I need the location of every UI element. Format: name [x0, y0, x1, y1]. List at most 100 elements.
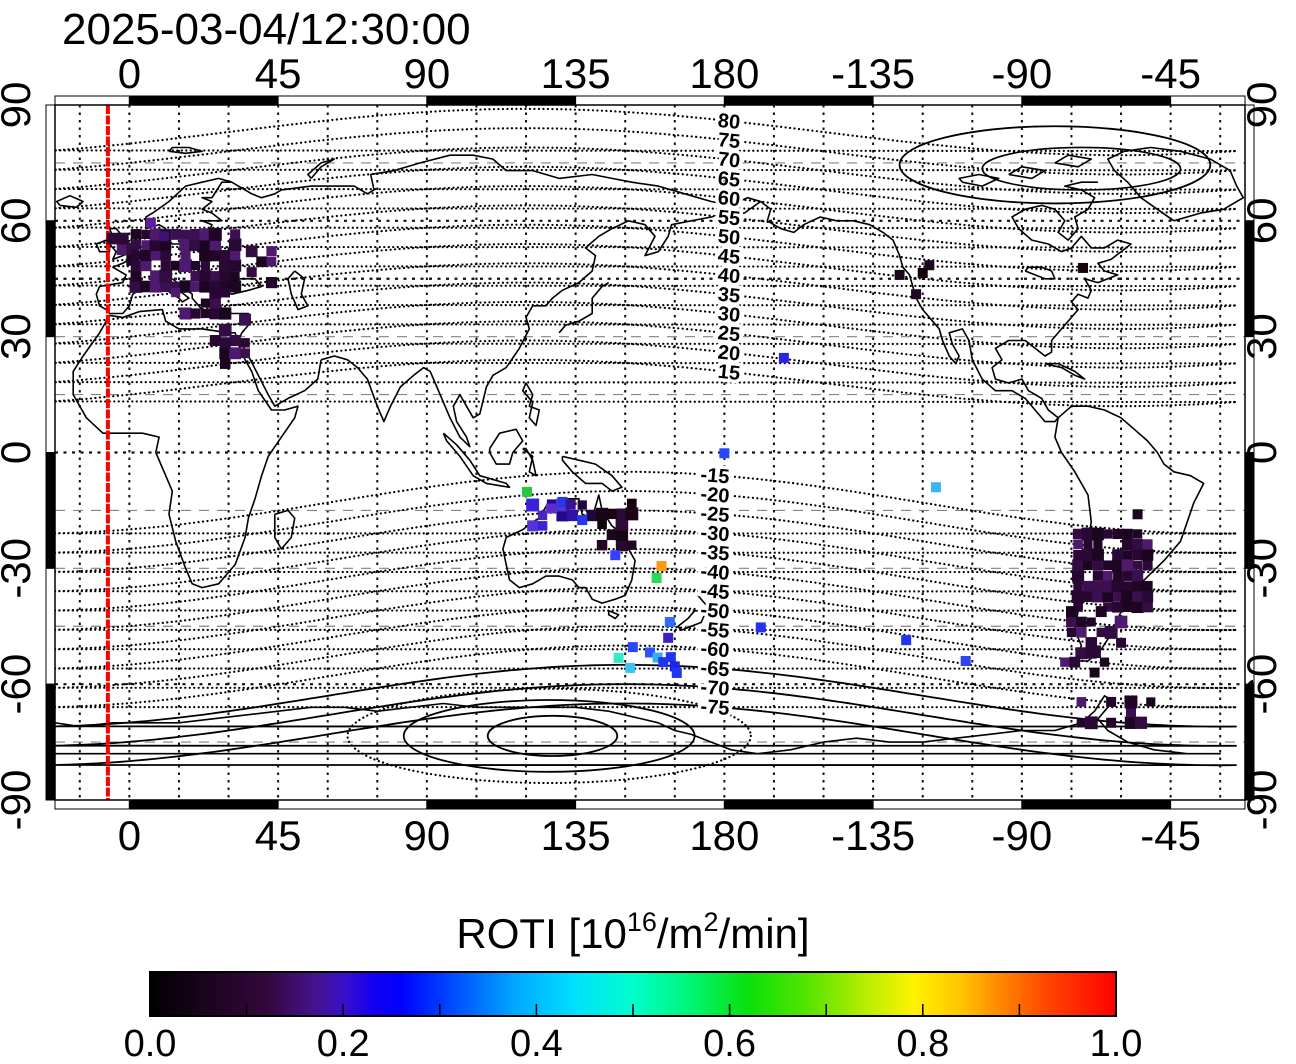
- roti-cell: [209, 249, 222, 262]
- roti-cell: [180, 250, 191, 261]
- lon-tick-label: 45: [255, 812, 302, 859]
- roti-cell: [179, 238, 192, 252]
- frame-segment: [54, 95, 130, 106]
- colorbar-title: ROTI [1016/m2/min]: [456, 907, 809, 957]
- roti-cell: [190, 308, 201, 319]
- roti-cell: [265, 277, 278, 289]
- roti-cell: [179, 259, 192, 273]
- roti-cell: [1083, 560, 1093, 571]
- roti-cell: [107, 232, 119, 245]
- coastline: [274, 509, 296, 550]
- frame-segment: [128, 95, 279, 106]
- roti-cell: [663, 632, 674, 643]
- roti-cell: [1132, 538, 1144, 550]
- roti-cell: [627, 540, 637, 550]
- roti-cell: [1088, 645, 1101, 659]
- roti-cell: [170, 228, 182, 240]
- roti-cell: [1073, 602, 1083, 612]
- roti-cell: [219, 358, 231, 369]
- roti-cell: [1142, 560, 1153, 571]
- lon-tick-label: 135: [541, 812, 611, 859]
- roti-cell: [209, 335, 221, 347]
- roti-cell: [615, 539, 628, 552]
- roti-cell: [209, 239, 222, 251]
- frame-segment: [1170, 95, 1246, 106]
- roti-cell: [149, 238, 163, 252]
- roti-cell: [160, 280, 172, 293]
- roti-cell: [1106, 717, 1117, 728]
- roti-cell: [140, 249, 152, 262]
- roti-cell: [1066, 616, 1077, 628]
- roti-cell: [140, 280, 152, 293]
- modip-contour: [55, 470, 1237, 535]
- roti-cell: [199, 270, 212, 283]
- roti-cell: [1092, 580, 1104, 592]
- roti-cell: [145, 217, 156, 228]
- frame-segment: [1021, 95, 1172, 106]
- coastline: [521, 382, 541, 427]
- roti-cell: [160, 260, 171, 271]
- roti-cell: [150, 249, 162, 261]
- roti-cell: [209, 286, 222, 299]
- roti-cell: [220, 250, 231, 261]
- lon-tick-label: -135: [831, 812, 915, 859]
- roti-cell: [219, 307, 232, 320]
- lon-tick-label: 180: [689, 812, 759, 859]
- coastline: [991, 235, 1132, 419]
- colorbar-tick-label: 1.0: [1090, 1023, 1143, 1064]
- contour-label: 15: [717, 361, 741, 385]
- frame-segment: [277, 95, 428, 106]
- roti-cell: [220, 287, 231, 298]
- roti-cell: [1121, 538, 1134, 551]
- contour-labels: 8075706560555045403530252015-15-20-25-30…: [696, 106, 745, 723]
- roti-cell: [894, 269, 905, 280]
- roti-cell: [625, 662, 636, 673]
- roti-cell: [218, 323, 232, 337]
- roti-cell: [1106, 696, 1117, 707]
- coastline: [561, 455, 623, 492]
- frame-segment: [723, 799, 874, 810]
- roti-cell: [160, 239, 172, 251]
- roti-cell: [219, 270, 232, 282]
- roti-cell: [1104, 626, 1118, 639]
- frame-segment: [45, 683, 56, 801]
- roti-cell: [200, 298, 210, 308]
- roti-cell: [1084, 716, 1098, 730]
- roti-cell: [149, 228, 162, 241]
- colorbar: ROTI [1016/m2/min] 0.0 0.2 0.4 0.6 0.8 1.0: [124, 907, 1143, 1064]
- frame-segment: [45, 336, 56, 453]
- roti-cell: [170, 260, 181, 271]
- coastline: [95, 254, 150, 315]
- roti-cell: [522, 486, 533, 497]
- roti-cell: [150, 270, 162, 282]
- lat-tick-label: -30: [1238, 538, 1285, 599]
- modip-contour: [55, 509, 1237, 574]
- colorbar-tick-label: 0.8: [896, 1023, 949, 1064]
- roti-cell: [1132, 591, 1143, 602]
- roti-cell: [556, 509, 569, 522]
- roti-cell: [208, 227, 222, 241]
- roti-cell: [1132, 509, 1143, 520]
- roti-cell: [1101, 579, 1115, 593]
- lat-tick-label: -60: [1238, 654, 1285, 715]
- roti-cell: [1071, 590, 1085, 603]
- roti-cell: [1085, 637, 1098, 649]
- frame-segment: [426, 799, 577, 810]
- roti-cell: [239, 313, 252, 326]
- lon-tick-label: 0: [118, 812, 141, 859]
- frame-segment: [426, 95, 577, 106]
- roti-cell: [230, 271, 240, 281]
- frame-segment: [872, 799, 1023, 810]
- roti-cell: [190, 281, 201, 292]
- south-polar-contour-dotted: [346, 687, 752, 785]
- roti-cell: [116, 242, 129, 256]
- roti-cell: [1113, 591, 1123, 602]
- roti-cell: [1065, 606, 1077, 618]
- roti-cell: [141, 229, 151, 239]
- roti-cell: [626, 498, 637, 509]
- frame-segment: [723, 95, 874, 106]
- coastline: [558, 281, 610, 334]
- coastline: [760, 200, 1059, 423]
- roti-cell: [651, 572, 662, 583]
- coastline: [697, 586, 716, 608]
